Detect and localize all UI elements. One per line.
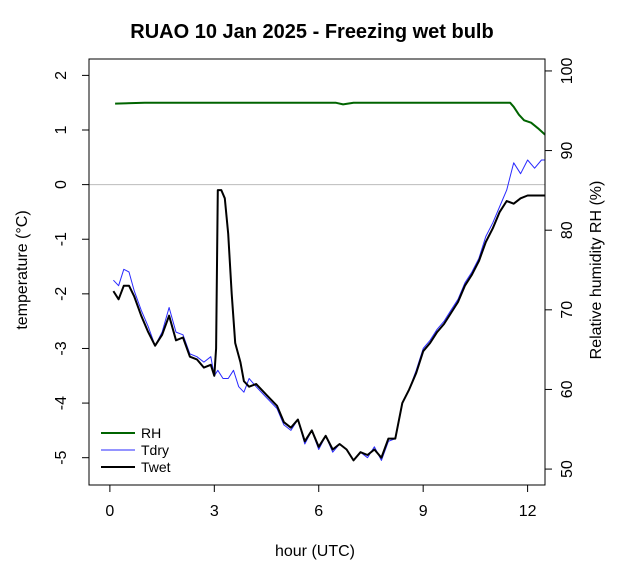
y-tick-label-left: -2 bbox=[53, 287, 70, 301]
y-tick-label-left: -3 bbox=[53, 341, 70, 355]
series-line-twet bbox=[112, 189, 545, 462]
x-tick-label: 9 bbox=[419, 503, 428, 520]
x-axis-label: hour (UTC) bbox=[275, 543, 355, 560]
series-line-tdry bbox=[113, 159, 545, 461]
x-tick-label: 3 bbox=[210, 503, 219, 520]
y-tick-label-left: 1 bbox=[53, 125, 70, 134]
y-tick-label-right: 100 bbox=[559, 57, 576, 84]
y-tick-label-right: 90 bbox=[559, 142, 576, 160]
y-axis-label-left: temperature (°C) bbox=[14, 210, 31, 329]
y-tick-label-left: 0 bbox=[53, 180, 70, 189]
y-tick-label-right: 80 bbox=[559, 221, 576, 239]
y-tick-label-left: -4 bbox=[53, 396, 70, 410]
y-tick-label-right: 50 bbox=[559, 460, 576, 478]
plot-frame bbox=[88, 58, 546, 486]
y-tick-label-right: 70 bbox=[559, 301, 576, 319]
plot-area: 0 3 6 9 12 2 1 0 -1 -2 -3 -4 -5 100 90 80 70 60 50 RHTdryTw… bbox=[53, 57, 576, 520]
legend-label-twet: Twet bbox=[141, 459, 171, 475]
y-tick-label-right: 60 bbox=[559, 380, 576, 398]
y-tick-label-left: -5 bbox=[53, 450, 70, 464]
chart-title: RUAO 10 Jan 2025 - Freezing wet bulb bbox=[130, 21, 493, 43]
y-axis-label-right: Relative humidity RH (%) bbox=[588, 181, 605, 360]
legend-label-rh: RH bbox=[141, 425, 161, 441]
y-tick-label-left: -1 bbox=[53, 232, 70, 246]
legend-label-tdry: Tdry bbox=[141, 442, 169, 458]
y-tick-label-left: 2 bbox=[53, 71, 70, 80]
x-tick-label: 0 bbox=[105, 503, 114, 520]
x-tick-label: 12 bbox=[519, 503, 537, 520]
series-line-rh bbox=[115, 101, 546, 136]
x-tick-label: 6 bbox=[314, 503, 323, 520]
